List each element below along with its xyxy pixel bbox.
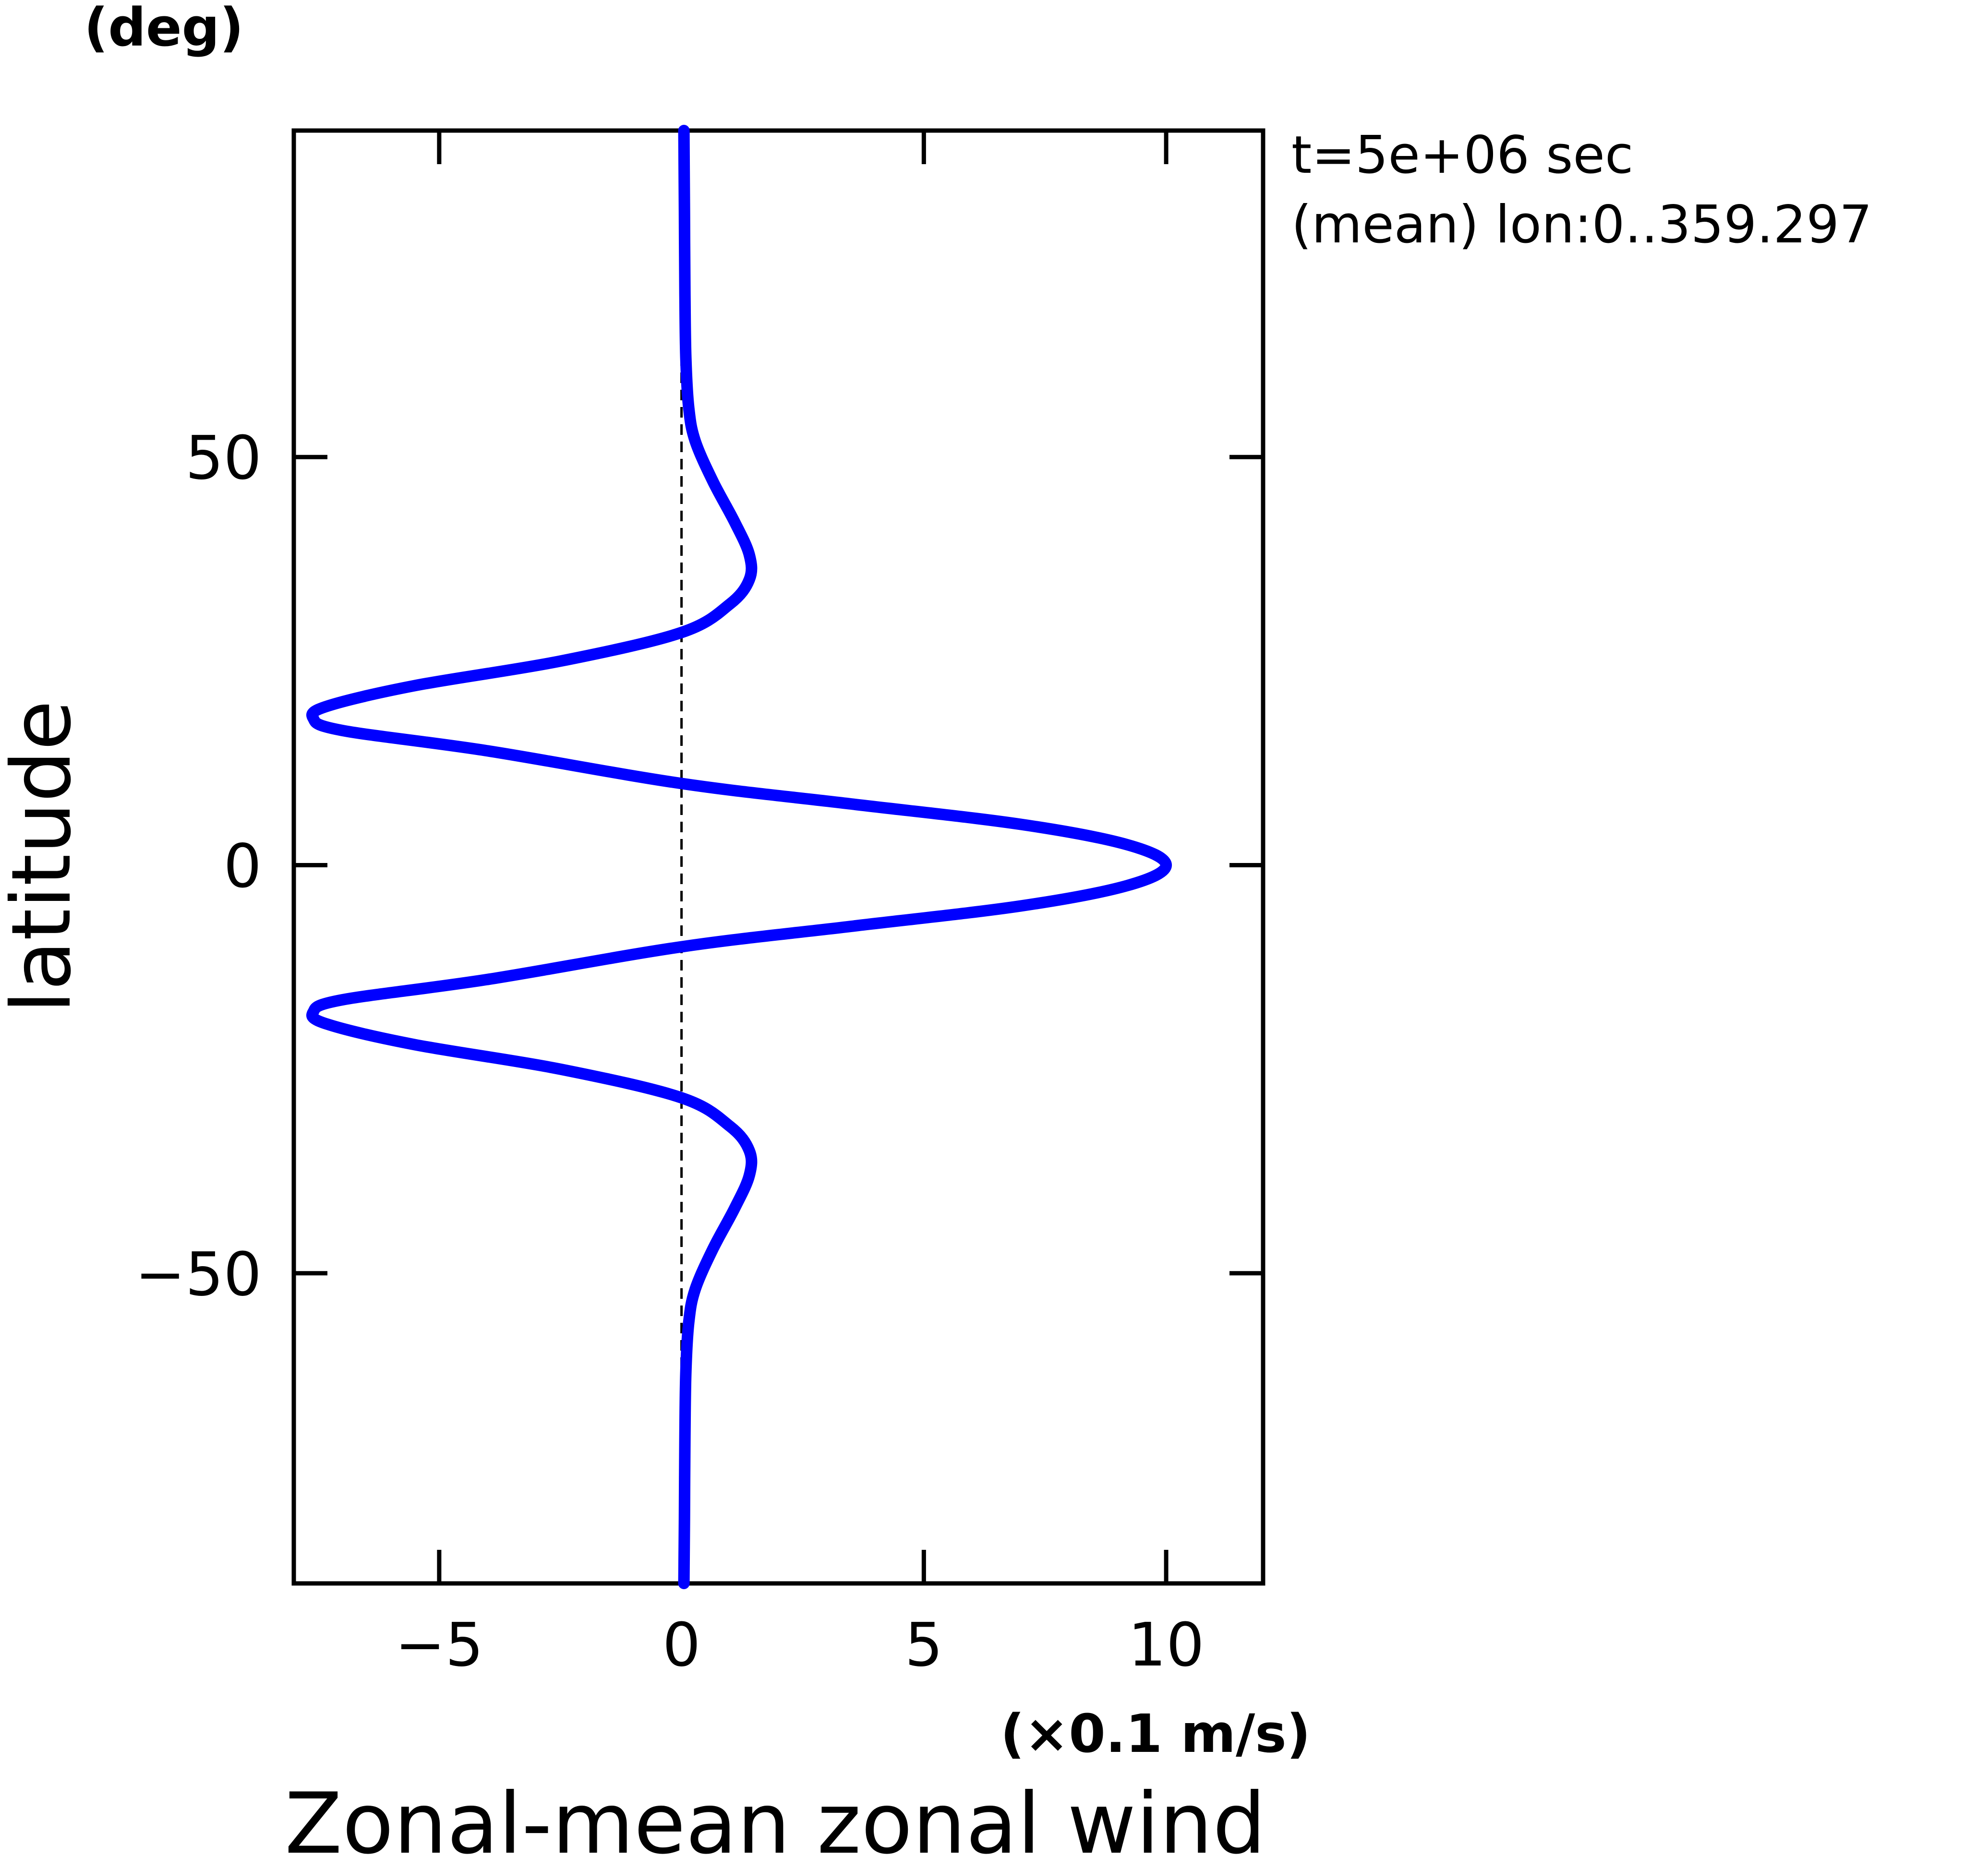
x-tick-label: −5 [395, 1610, 483, 1680]
x-axis-units: (×0.1 m/s) [1000, 1703, 1311, 1764]
y-tick-label: −50 [135, 1240, 262, 1309]
mean-annotation: (mean) lon:0..359.297 [1291, 195, 1872, 255]
y-tick-label: 0 [223, 832, 262, 901]
chart-title: Zonal-mean zonal wind [285, 1775, 1266, 1869]
series-line [306, 125, 1172, 1589]
time-annotation: t=5e+06 sec [1291, 125, 1633, 185]
x-tick-label: 0 [663, 1610, 701, 1680]
y-axis-units: (deg) [84, 0, 244, 58]
x-tick-label: 5 [905, 1610, 943, 1680]
y-tick-label: 50 [185, 423, 262, 493]
plot-frame [291, 128, 1265, 1586]
x-tick-label: 10 [1128, 1610, 1205, 1680]
y-axis-label: latitude [0, 700, 89, 1013]
